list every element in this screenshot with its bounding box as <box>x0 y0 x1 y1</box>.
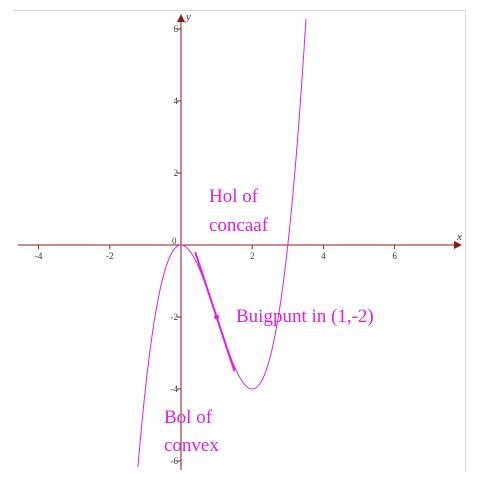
x-axis-arrow <box>454 241 462 249</box>
x-tick-label: -2 <box>106 251 114 261</box>
inflection-point-marker <box>214 314 220 320</box>
x-tick-label: 4 <box>321 251 326 261</box>
x-tick-label: -4 <box>35 251 43 261</box>
frame-border-top <box>14 10 466 11</box>
axes <box>18 14 462 470</box>
annotation-concave-line-2: concaaf <box>209 215 269 236</box>
tick-marks <box>38 28 396 462</box>
annotation-inflection-point: Buigpunt in (1,-2) <box>236 306 374 327</box>
tangent-line <box>194 251 236 372</box>
function-curve <box>137 18 307 467</box>
x-axis-label: x <box>456 231 462 243</box>
y-axis-arrow <box>177 14 185 22</box>
labels-layer: x y 0 Hol of concaaf Buigpunt in (1,-2) … <box>35 11 462 466</box>
y-tick-label: -2 <box>171 312 179 322</box>
annotation-convex-line-1: Bol of <box>164 407 213 428</box>
y-axis-label: y <box>185 11 191 23</box>
x-tick-label: 6 <box>392 251 397 261</box>
annotation-concave-line-1: Hol of <box>209 186 259 207</box>
annotation-convex-line-2: convex <box>164 435 219 456</box>
origin-label: 0 <box>172 236 177 246</box>
y-tick-label: 4 <box>174 96 179 106</box>
y-tick-label: -6 <box>171 456 179 466</box>
frame-border-right <box>465 10 466 472</box>
y-tick-label: 2 <box>174 168 179 178</box>
curve-layer <box>137 18 307 467</box>
x-tick-label: 2 <box>250 251 255 261</box>
y-tick-label: -4 <box>171 384 179 394</box>
y-tick-label: 6 <box>174 24 179 34</box>
